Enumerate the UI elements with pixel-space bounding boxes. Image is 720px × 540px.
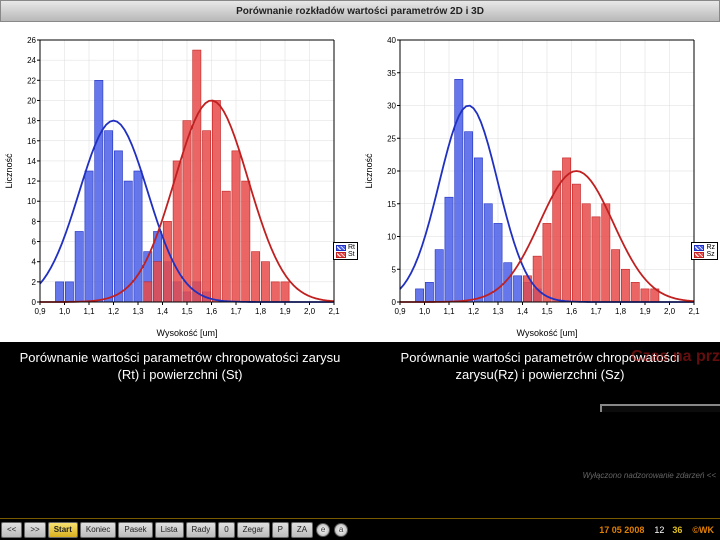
circle-a[interactable]: a	[334, 523, 348, 537]
svg-text:1,4: 1,4	[157, 307, 169, 316]
footer-num1: 12	[654, 525, 664, 535]
circle-e[interactable]: e	[316, 523, 330, 537]
svg-text:1,2: 1,2	[468, 307, 480, 316]
footer-bar: <<>>StartKoniecPasekListaRady0ZegarPZA e…	[0, 518, 720, 540]
svg-text:20: 20	[387, 167, 396, 176]
footer-date: 17 05 2008	[599, 525, 644, 535]
svg-text:16: 16	[27, 137, 36, 146]
svg-text:1,1: 1,1	[443, 307, 455, 316]
svg-text:1,3: 1,3	[132, 307, 144, 316]
svg-text:6: 6	[32, 238, 37, 247]
svg-text:Liczność: Liczność	[4, 153, 14, 189]
footer-notice: Wyłączono nadzorowanie zdarzeń <<	[583, 471, 716, 480]
svg-text:15: 15	[387, 200, 396, 209]
svg-text:1,1: 1,1	[83, 307, 95, 316]
svg-text:20: 20	[27, 96, 36, 105]
svg-text:1,4: 1,4	[517, 307, 529, 316]
svg-text:0,9: 0,9	[34, 307, 46, 316]
svg-text:26: 26	[27, 36, 36, 45]
legend-label: Sz	[706, 251, 714, 258]
legend-left: Rt St	[333, 242, 358, 260]
footer-btn-rady[interactable]: Rady	[186, 522, 217, 538]
svg-text:0,9: 0,9	[394, 307, 406, 316]
footer-btn-[interactable]: <<	[1, 522, 22, 538]
svg-text:1,9: 1,9	[639, 307, 651, 316]
svg-text:1,5: 1,5	[541, 307, 553, 316]
svg-text:24: 24	[27, 56, 36, 65]
svg-text:30: 30	[387, 102, 396, 111]
svg-text:1,9: 1,9	[279, 307, 291, 316]
svg-text:1,7: 1,7	[230, 307, 242, 316]
footer-btn-koniec[interactable]: Koniec	[80, 522, 116, 538]
svg-text:2,1: 2,1	[688, 307, 700, 316]
footer-btn-zegar[interactable]: Zegar	[237, 522, 270, 538]
title-bar: Porównanie rozkładów wartości parametrów…	[0, 0, 720, 22]
svg-text:22: 22	[27, 76, 36, 85]
chart-left: 024681012141618202224260,91,01,11,21,31,…	[0, 22, 360, 342]
caption-left: Porównanie wartości parametrów chropowat…	[0, 342, 360, 412]
svg-text:2,1: 2,1	[328, 307, 340, 316]
overlay-text: Czas na prz	[631, 348, 720, 366]
svg-text:Wysokość [um]: Wysokość [um]	[157, 328, 218, 338]
caption-row: Porównanie wartości parametrów chropowat…	[0, 342, 720, 412]
legend-right: Rz Sz	[691, 242, 718, 260]
footer-wk: ©WK	[692, 525, 714, 535]
svg-text:18: 18	[27, 117, 36, 126]
footer-btn-start[interactable]: Start	[48, 522, 78, 538]
svg-text:Wysokość [um]: Wysokość [um]	[517, 328, 578, 338]
legend-label: St	[348, 251, 355, 258]
legend-label: Rz	[706, 244, 715, 251]
svg-text:5: 5	[392, 265, 397, 274]
svg-text:1,0: 1,0	[59, 307, 71, 316]
title-text: Porównanie rozkładów wartości parametrów…	[236, 6, 484, 17]
footer-btn-p[interactable]: P	[272, 522, 289, 538]
footer-num2: 36	[672, 525, 682, 535]
svg-text:Liczność: Liczność	[364, 153, 374, 189]
svg-text:10: 10	[387, 233, 396, 242]
svg-text:14: 14	[27, 157, 36, 166]
svg-text:10: 10	[27, 197, 36, 206]
svg-text:2: 2	[32, 278, 37, 287]
footer-btn-[interactable]: >>	[24, 522, 45, 538]
svg-text:2,0: 2,0	[304, 307, 316, 316]
footer-btn-0[interactable]: 0	[218, 522, 234, 538]
footer-btn-pasek[interactable]: Pasek	[118, 522, 152, 538]
svg-text:0: 0	[392, 298, 397, 307]
svg-text:40: 40	[387, 36, 396, 45]
svg-text:25: 25	[387, 134, 396, 143]
svg-text:35: 35	[387, 69, 396, 78]
legend-label: Rt	[348, 244, 355, 251]
svg-text:1,3: 1,3	[492, 307, 504, 316]
svg-text:1,7: 1,7	[590, 307, 602, 316]
svg-text:1,6: 1,6	[566, 307, 578, 316]
svg-text:2,0: 2,0	[664, 307, 676, 316]
svg-text:1,6: 1,6	[206, 307, 218, 316]
svg-text:4: 4	[32, 258, 37, 267]
svg-text:1,2: 1,2	[108, 307, 120, 316]
svg-text:1,0: 1,0	[419, 307, 431, 316]
svg-text:8: 8	[32, 217, 37, 226]
footer-btn-za[interactable]: ZA	[291, 522, 313, 538]
svg-text:12: 12	[27, 177, 36, 186]
chart-right: 0 5 10 15 20 25 30 35 40 0,9 1,0 1,1 1,2 1,3 1,4 1,5 1,6…	[360, 22, 720, 342]
svg-text:1,8: 1,8	[615, 307, 627, 316]
footer-btn-lista[interactable]: Lista	[155, 522, 184, 538]
svg-text:1,5: 1,5	[181, 307, 193, 316]
chart-area: 024681012141618202224260,91,01,11,21,31,…	[0, 22, 720, 342]
svg-text:0: 0	[32, 298, 37, 307]
spacer: Wyłączono nadzorowanie zdarzeń <<	[0, 412, 720, 502]
svg-text:1,8: 1,8	[255, 307, 267, 316]
